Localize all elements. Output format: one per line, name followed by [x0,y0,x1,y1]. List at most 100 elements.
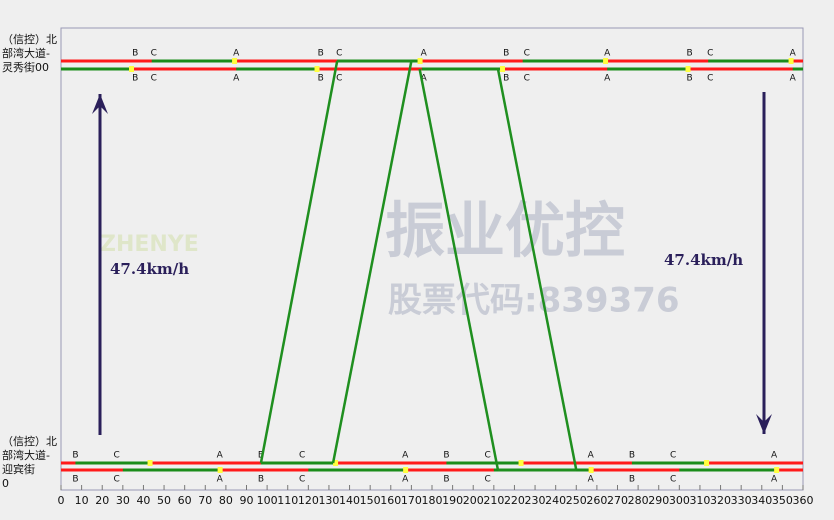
phase-label: A [217,475,224,485]
speed-label: 47.4km/h [664,251,743,269]
watermark: 振业优控 [385,197,625,267]
phase-label: B [503,49,509,59]
x-tick-label: 320 [710,494,731,507]
phase-label: C [707,49,713,59]
phase-label: B [72,451,78,461]
phase-label: C [299,475,305,485]
x-tick-label: 150 [360,494,381,507]
arrow-head [756,414,772,434]
intersection-label: 0 [2,477,9,490]
phase-label: C [336,49,342,59]
phase-label: B [687,49,693,59]
x-tick-label: 130 [318,494,339,507]
arrow-head [92,94,108,114]
phase-label: A [604,74,611,84]
green-interval [236,67,315,71]
green-interval [522,59,604,63]
phase-label: C [299,451,305,461]
plot-frame [60,27,804,491]
phase-label: A [421,49,428,59]
phase-label: C [670,475,676,485]
yellow-marker [588,467,594,473]
x-tick-label: 350 [772,494,793,507]
phase-label: C [524,49,530,59]
yellow-marker [129,66,135,72]
phase-label: B [629,475,635,485]
x-tick-label: 200 [463,494,484,507]
x-tick-label: 250 [566,494,587,507]
x-tick-label: 240 [545,494,566,507]
phase-label: B [318,49,324,59]
x-tick-label: 210 [483,494,504,507]
green-interval [421,67,501,71]
phase-label: C [336,74,342,84]
phase-label: A [790,49,797,59]
x-tick-label: 0 [58,494,65,507]
green-interval [446,461,519,465]
yellow-marker [603,58,609,64]
yellow-marker [417,58,423,64]
phase-label: A [233,74,240,84]
green-interval [792,67,803,71]
phase-label: B [503,74,509,84]
x-tick-label: 280 [628,494,649,507]
watermark: ZHENYE [100,232,199,257]
green-interval [708,59,789,63]
x-tick-label: 20 [95,494,109,507]
phase-label: A [604,49,611,59]
phase-label: B [132,49,138,59]
green-interval [61,67,130,71]
phase-label: B [258,475,264,485]
intersection-label: 部湾大道- [2,448,50,462]
intersection-label: 迎宾街 [2,462,35,476]
watermark: 股票代码:839376 [388,281,680,321]
phase-label: A [790,74,797,84]
x-tick-label: 310 [689,494,710,507]
intersection-label: 灵秀街00 [2,60,49,74]
yellow-marker [788,58,794,64]
green-interval [607,67,686,71]
yellow-marker [500,66,506,72]
green-interval [631,461,705,465]
phase-label: B [132,74,138,84]
phase-label: A [402,451,409,461]
green-band-edge [418,68,500,471]
yellow-marker [685,66,691,72]
green-interval [260,461,334,465]
yellow-marker [232,58,238,64]
intersection-label: 部湾大道- [2,46,50,60]
green-band-edge [259,60,339,464]
phase-label: B [687,74,693,84]
phase-label: C [524,74,530,84]
yellow-marker [333,460,339,466]
x-tick-label: 80 [219,494,233,507]
phase-label: B [258,451,264,461]
x-tick-label: 360 [793,494,814,507]
phase-label: C [485,475,491,485]
x-tick-label: 330 [731,494,752,507]
phase-label: A [233,49,240,59]
phase-label: A [771,475,778,485]
x-tick-label: 50 [157,494,171,507]
phase-label: A [588,451,595,461]
yellow-marker [217,467,223,473]
x-tick-label: 290 [648,494,669,507]
intersection-label: （信控）北 [2,32,57,46]
phase-label: C [114,451,120,461]
phase-label: C [114,475,120,485]
green-interval [679,468,775,472]
x-tick-label: 40 [136,494,150,507]
x-tick-label: 110 [277,494,298,507]
intersection-label: （信控）北 [2,434,57,448]
green-band-edge [496,68,578,471]
x-tick-label: 340 [751,494,772,507]
phase-label: C [707,74,713,84]
x-tick-label: 160 [380,494,401,507]
phase-label: C [151,74,157,84]
x-tick-label: 100 [257,494,278,507]
phase-label: B [443,475,449,485]
x-tick-label: 10 [75,494,89,507]
phase-label: A [217,451,224,461]
x-tick-label: 60 [178,494,192,507]
